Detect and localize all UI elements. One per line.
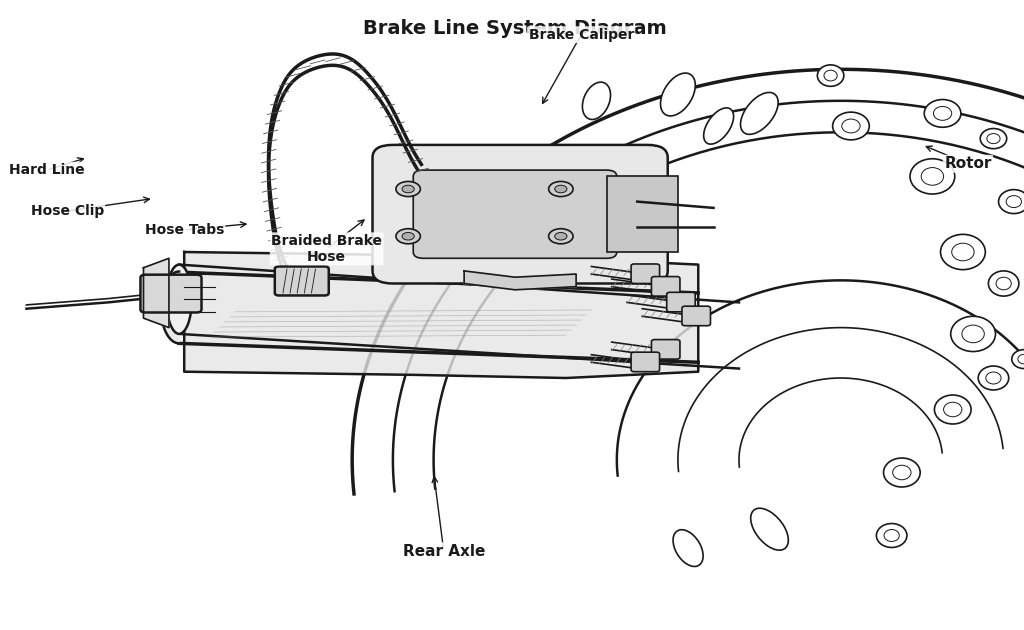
- Circle shape: [402, 185, 415, 193]
- FancyBboxPatch shape: [274, 266, 329, 295]
- Ellipse shape: [978, 366, 1009, 390]
- Text: Brake Line System Diagram: Brake Line System Diagram: [364, 19, 667, 38]
- Bar: [606, 176, 678, 252]
- FancyBboxPatch shape: [373, 145, 668, 284]
- Text: Brake Caliper: Brake Caliper: [528, 28, 634, 42]
- FancyBboxPatch shape: [631, 264, 659, 284]
- Ellipse shape: [986, 372, 1001, 384]
- Polygon shape: [184, 252, 698, 378]
- Circle shape: [549, 229, 573, 244]
- Ellipse shape: [934, 106, 951, 120]
- Ellipse shape: [1018, 354, 1024, 364]
- Ellipse shape: [877, 524, 907, 547]
- Circle shape: [396, 229, 421, 244]
- Ellipse shape: [817, 65, 844, 86]
- Ellipse shape: [910, 159, 954, 194]
- Ellipse shape: [751, 508, 788, 550]
- FancyBboxPatch shape: [140, 275, 202, 312]
- Ellipse shape: [842, 119, 860, 133]
- Text: Hose Tabs: Hose Tabs: [144, 223, 224, 237]
- Polygon shape: [143, 258, 169, 328]
- FancyBboxPatch shape: [682, 306, 711, 326]
- Ellipse shape: [951, 243, 974, 261]
- Ellipse shape: [884, 529, 899, 542]
- Text: Hose Clip: Hose Clip: [31, 204, 103, 218]
- Ellipse shape: [673, 530, 703, 566]
- Circle shape: [555, 232, 567, 240]
- Ellipse shape: [824, 70, 838, 81]
- Ellipse shape: [998, 190, 1024, 214]
- Text: Rotor: Rotor: [944, 156, 991, 171]
- Ellipse shape: [996, 277, 1012, 290]
- Polygon shape: [161, 272, 179, 343]
- Circle shape: [549, 181, 573, 197]
- Ellipse shape: [884, 458, 921, 487]
- Ellipse shape: [1007, 195, 1022, 208]
- Text: Hard Line: Hard Line: [9, 163, 85, 177]
- Ellipse shape: [988, 271, 1019, 296]
- Circle shape: [402, 232, 415, 240]
- FancyBboxPatch shape: [631, 352, 659, 372]
- Ellipse shape: [583, 82, 610, 120]
- Ellipse shape: [950, 316, 995, 352]
- Ellipse shape: [166, 265, 191, 334]
- Ellipse shape: [925, 100, 961, 127]
- Ellipse shape: [740, 93, 778, 134]
- Circle shape: [555, 185, 567, 193]
- Ellipse shape: [987, 134, 1000, 144]
- Ellipse shape: [893, 465, 911, 480]
- Text: Braided Brake
Hose: Braided Brake Hose: [271, 234, 382, 264]
- FancyBboxPatch shape: [667, 292, 695, 312]
- Ellipse shape: [943, 403, 962, 417]
- Ellipse shape: [660, 73, 695, 116]
- Ellipse shape: [833, 112, 869, 140]
- Ellipse shape: [962, 325, 984, 343]
- Ellipse shape: [922, 168, 943, 185]
- Ellipse shape: [703, 108, 733, 144]
- Ellipse shape: [1012, 350, 1024, 369]
- Polygon shape: [464, 271, 577, 290]
- Ellipse shape: [940, 234, 985, 270]
- FancyBboxPatch shape: [651, 340, 680, 359]
- Circle shape: [396, 181, 421, 197]
- Text: Rear Axle: Rear Axle: [402, 544, 485, 559]
- FancyBboxPatch shape: [651, 277, 680, 296]
- Ellipse shape: [935, 395, 971, 424]
- Ellipse shape: [980, 129, 1007, 149]
- FancyBboxPatch shape: [414, 170, 616, 258]
